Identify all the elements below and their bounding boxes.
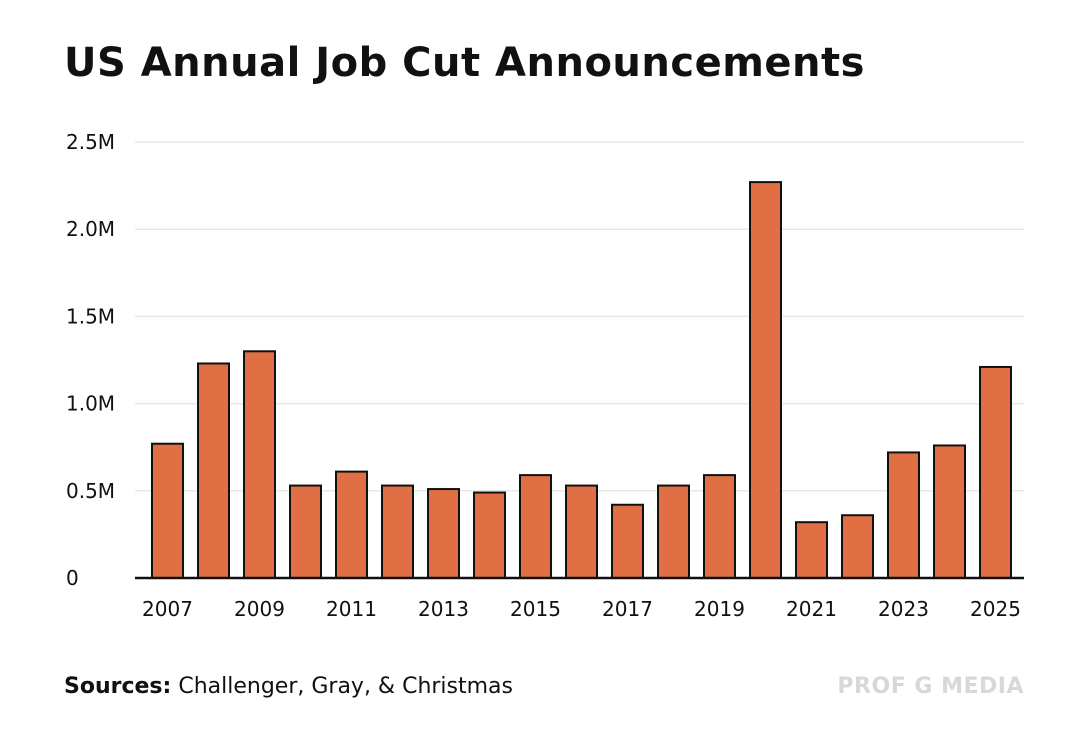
x-tick-label: 2021 xyxy=(786,597,837,621)
y-tick-label: 0.5M xyxy=(66,479,115,503)
bar-2019 xyxy=(703,474,736,580)
bar-2008 xyxy=(197,362,230,579)
gridlines xyxy=(135,141,1024,492)
x-tick-label: 2011 xyxy=(326,597,377,621)
bar-2014 xyxy=(473,491,506,580)
x-tick-label: 2009 xyxy=(234,597,285,621)
bar-2011 xyxy=(335,470,368,579)
y-tick-label: 2.0M xyxy=(66,217,115,241)
bar-2024 xyxy=(933,444,966,579)
y-tick-label: 1.0M xyxy=(66,392,115,416)
x-tick-label: 2013 xyxy=(418,597,469,621)
bar-2025 xyxy=(979,365,1012,580)
bar-2012 xyxy=(381,484,414,579)
bar-2015 xyxy=(519,474,552,580)
x-tick-label: 2023 xyxy=(878,597,929,621)
x-tick-label: 2019 xyxy=(694,597,745,621)
sources-note: Sources: Challenger, Gray, & Christmas xyxy=(64,674,513,699)
y-tick-label: 1.5M xyxy=(66,304,115,328)
x-tick-label: 2017 xyxy=(602,597,653,621)
bar-2020 xyxy=(749,181,782,579)
brand-watermark: PROF G MEDIA xyxy=(837,674,1024,699)
x-tick-label: 2025 xyxy=(970,597,1021,621)
y-tick-label: 0 xyxy=(66,566,79,590)
bar-2018 xyxy=(657,484,690,579)
bar-2010 xyxy=(289,484,322,579)
bar-2016 xyxy=(565,484,598,579)
x-tick-label: 2007 xyxy=(142,597,193,621)
bar-2022 xyxy=(841,514,874,580)
y-tick-label: 2.5M xyxy=(66,130,115,154)
bar-2013 xyxy=(427,488,460,579)
x-tick-label: 2015 xyxy=(510,597,561,621)
bars xyxy=(151,181,1012,580)
sources-label: Sources: xyxy=(64,674,172,699)
x-axis-tick-labels: 2007 2009 2011 2013 2015 2017 2019 2021 2023 2025 xyxy=(142,597,1021,621)
y-axis-tick-labels: 0 0.5M 1.0M 1.5M 2.0M 2.5M xyxy=(66,130,115,590)
sources-text: Challenger, Gray, & Christmas xyxy=(178,674,514,699)
bar-2023 xyxy=(887,451,920,580)
page-title: US Annual Job Cut Announcements xyxy=(64,40,865,86)
bar-2021 xyxy=(795,521,828,580)
bar-2007 xyxy=(151,442,184,579)
bar-2017 xyxy=(611,503,644,580)
bar-2009 xyxy=(243,350,276,579)
